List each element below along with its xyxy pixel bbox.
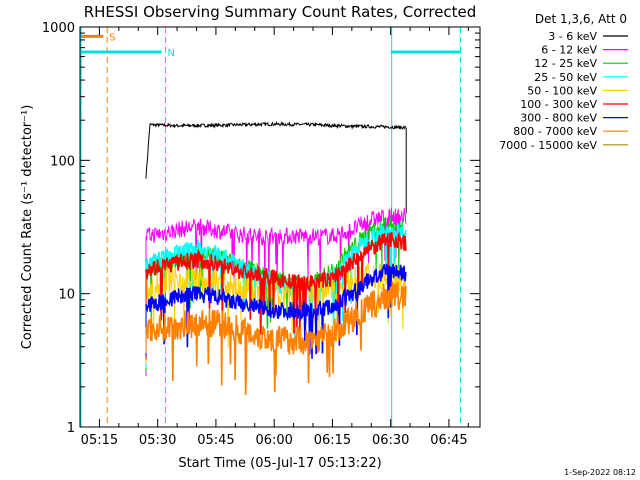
legend-title: Det 1,3,6, Att 0 <box>535 12 627 26</box>
marker-label: S <box>109 32 115 43</box>
series-line-8 <box>145 280 407 396</box>
x-tick-label: 05:30 <box>139 433 176 448</box>
legend-label-7: 300 - 800 keV <box>520 112 597 125</box>
legend-label-1: 3 - 6 keV <box>548 30 597 43</box>
attenuator-markers: SN <box>80 27 462 427</box>
y-tick-label: 10 <box>58 288 75 303</box>
legend-label-3: 12 - 25 keV <box>534 57 597 70</box>
x-tick-label: 06:30 <box>372 433 409 448</box>
series-line-7 <box>145 263 407 359</box>
chart-title: RHESSI Observing Summary Count Rates, Co… <box>84 3 477 21</box>
y-tick-label: 1000 <box>42 21 75 36</box>
plot-frame <box>79 26 481 428</box>
x-axis: 05:15 05:30 05:45 06:00 06:15 06:30 06:45 <box>79 27 469 448</box>
x-axis-label: Start Time (05-Jul-17 05:13:22) <box>178 456 381 471</box>
y-tick-label: 1 <box>67 421 75 436</box>
footer-timestamp: 1-Sep-2022 08:12 <box>564 468 636 477</box>
y-axis: 1 10 100 1000 <box>42 21 480 436</box>
x-tick-label: 06:15 <box>314 433 351 448</box>
legend-label-8: 800 - 7000 keV <box>513 125 597 138</box>
marker-label: N <box>168 48 175 59</box>
x-tick-label: 05:45 <box>197 433 234 448</box>
x-tick-label: 06:00 <box>255 433 292 448</box>
y-tick-label: 100 <box>50 154 75 169</box>
legend-label-4: 25 - 50 keV <box>534 71 597 84</box>
x-tick-label: 06:45 <box>430 433 467 448</box>
series-line-6 <box>145 231 407 335</box>
series-lines <box>145 120 407 396</box>
y-axis-label: Corrected Count Rate (s⁻¹ detector⁻¹) <box>20 105 35 350</box>
series-line-1 <box>145 120 406 179</box>
legend-label-5: 50 - 100 keV <box>527 84 597 97</box>
legend-label-6: 100 - 300 keV <box>520 98 597 111</box>
series-line-2 <box>145 207 407 292</box>
legend-label-9: 7000 - 15000 keV <box>499 139 597 152</box>
legend-label-2: 6 - 12 keV <box>541 44 597 57</box>
x-tick-label: 05:15 <box>81 433 118 448</box>
